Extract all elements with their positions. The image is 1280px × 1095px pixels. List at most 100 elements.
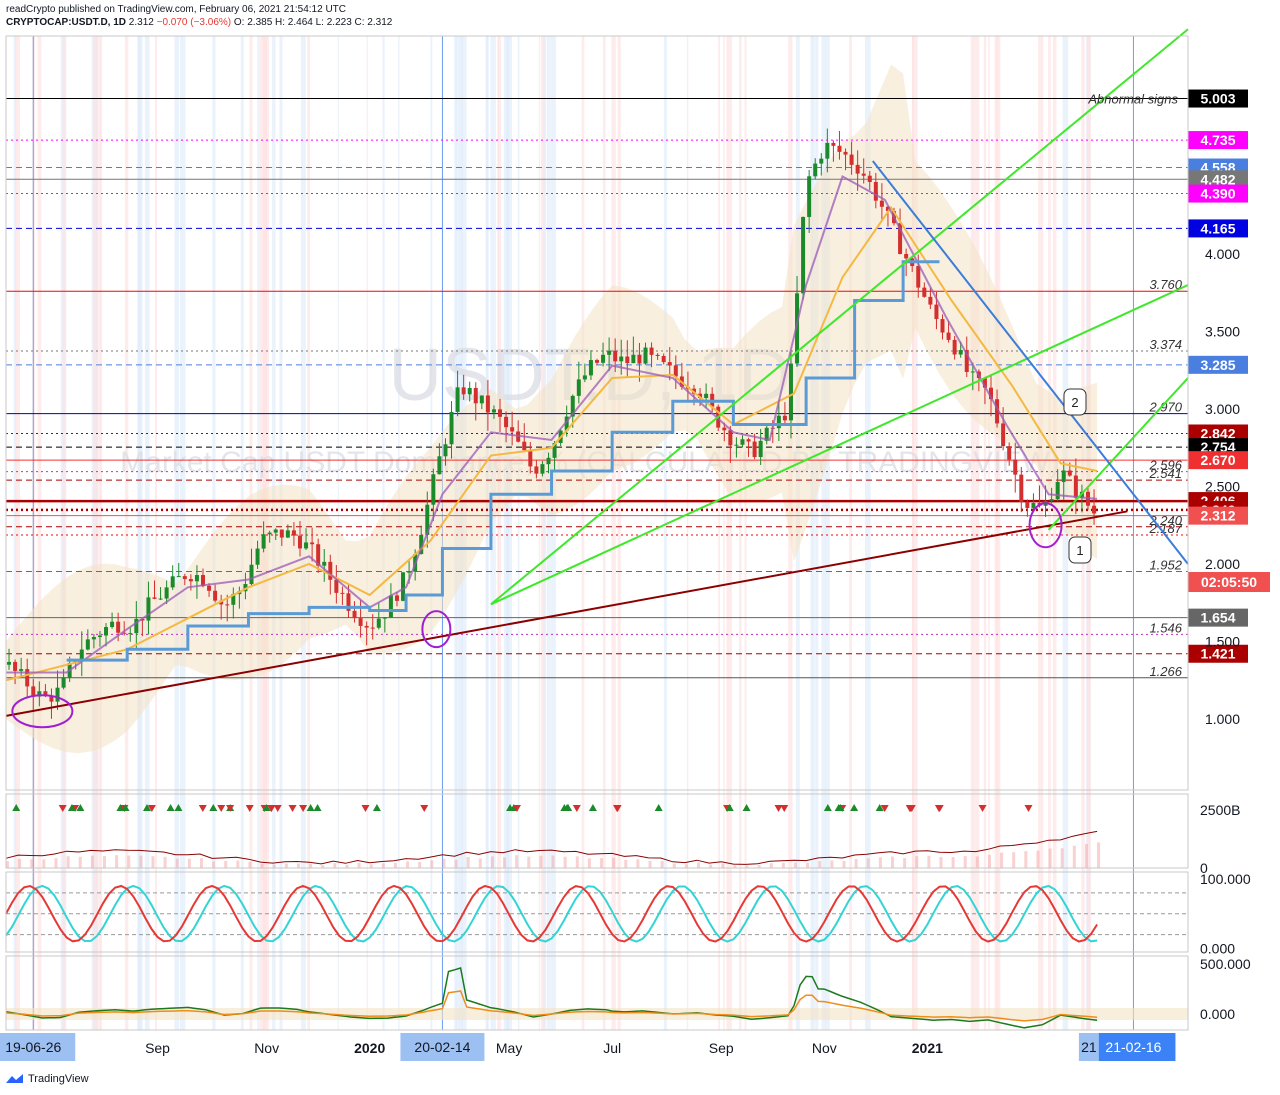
candle-body (304, 542, 309, 549)
level-price-label: 2.670 (1200, 452, 1235, 468)
time-axis-tick: Sep (145, 1040, 170, 1056)
candle-body (376, 618, 381, 628)
candle-body (952, 339, 957, 355)
event-band (62, 36, 66, 1030)
candle-body (764, 427, 769, 441)
volume-bar (236, 860, 240, 868)
candle-body (619, 356, 624, 362)
candle-body (370, 627, 375, 629)
volume-bar (806, 862, 810, 868)
event-band (996, 36, 1001, 1030)
volume-bar (563, 856, 567, 868)
event-band (821, 36, 826, 1030)
candle-body (916, 266, 921, 288)
signal-marker (273, 805, 282, 812)
candle-body (819, 158, 824, 164)
countdown-label: 02:05:50 (1201, 574, 1257, 590)
event-band (517, 36, 520, 1030)
candle-body (722, 427, 727, 431)
volume-tick: 2500B (1200, 802, 1240, 818)
signal-marker (880, 805, 889, 812)
candle-body (43, 691, 48, 696)
candle-body (255, 548, 260, 565)
volume-bar (733, 865, 737, 868)
volume-bar (369, 864, 373, 868)
candle-body (170, 576, 175, 588)
volume-bar (721, 863, 725, 868)
candle-body (607, 350, 612, 355)
volume-bar (987, 854, 991, 868)
candle-body (49, 695, 54, 702)
candle-body (382, 617, 387, 619)
volume-pane-frame (5, 793, 1189, 869)
candle-body (552, 442, 557, 458)
candle-body (267, 532, 272, 535)
candle-body (1061, 470, 1066, 482)
event-band (98, 36, 101, 1030)
candle-body (61, 677, 66, 688)
candle-body (522, 441, 527, 451)
volume-bar (90, 855, 94, 868)
candle-body (231, 594, 236, 605)
candle-body (225, 604, 230, 606)
event-band (506, 36, 513, 1030)
level-value-label: 1.546 (1149, 620, 1182, 635)
volume-bar (54, 858, 58, 868)
volume-bar (830, 860, 834, 868)
volume-bar (30, 859, 34, 868)
volume-bar (284, 863, 288, 868)
volume-bar (842, 860, 846, 868)
ohlc-values: O: 2.385 H: 2.464 L: 2.223 C: 2.312 (233, 17, 393, 28)
candle-body (461, 387, 466, 395)
time-partial-box (1078, 1033, 1099, 1061)
candle-body (443, 444, 448, 457)
volume-bar (551, 855, 555, 868)
candle-body (1013, 459, 1018, 475)
candle-body (85, 639, 90, 650)
candle-body (970, 371, 975, 373)
event-band (912, 36, 918, 1030)
volume-bar (781, 862, 785, 868)
volume-bar (6, 861, 9, 868)
candle-body (625, 356, 630, 364)
ema-fast-line (6, 175, 1098, 674)
trendline (5, 510, 1128, 717)
event-band (124, 36, 129, 1030)
candle-body (346, 593, 351, 611)
level-value-label: 2.541 (1148, 466, 1182, 481)
trendline (1047, 377, 1189, 531)
signal-marker (612, 805, 621, 812)
candle-body (746, 439, 751, 442)
candle-body (1073, 475, 1078, 498)
candle-body (152, 597, 157, 599)
candle-body (467, 387, 472, 395)
candle-body (879, 200, 884, 207)
candle-body (637, 354, 642, 364)
volume-bar (1036, 850, 1040, 868)
event-band (179, 36, 186, 1030)
signal-marker (288, 805, 297, 812)
level-price-box (1188, 170, 1248, 189)
event-band (144, 36, 150, 1030)
candle-body (898, 223, 903, 254)
level-price-label: 3.285 (1200, 357, 1235, 373)
candle-body (437, 456, 442, 475)
highlight-ellipse (11, 694, 74, 729)
event-band (538, 36, 541, 1030)
price-scale-tick: 3.000 (1205, 401, 1240, 417)
candle-body (91, 637, 96, 640)
price-scale-tick: 3.500 (1205, 324, 1240, 340)
candle-body (25, 669, 30, 687)
oscillator-tick: 100.000 (1200, 871, 1251, 887)
signal-marker (588, 804, 597, 811)
candle-body (249, 564, 254, 585)
volume-bar (963, 856, 967, 868)
event-band (611, 36, 616, 1030)
event-band (155, 36, 157, 1030)
abnormal-signs-label: Abnormal signs (1087, 92, 1178, 107)
candle-body (734, 444, 739, 446)
candle-body (843, 151, 848, 155)
candle-body (158, 598, 163, 600)
signal-marker (67, 804, 76, 811)
